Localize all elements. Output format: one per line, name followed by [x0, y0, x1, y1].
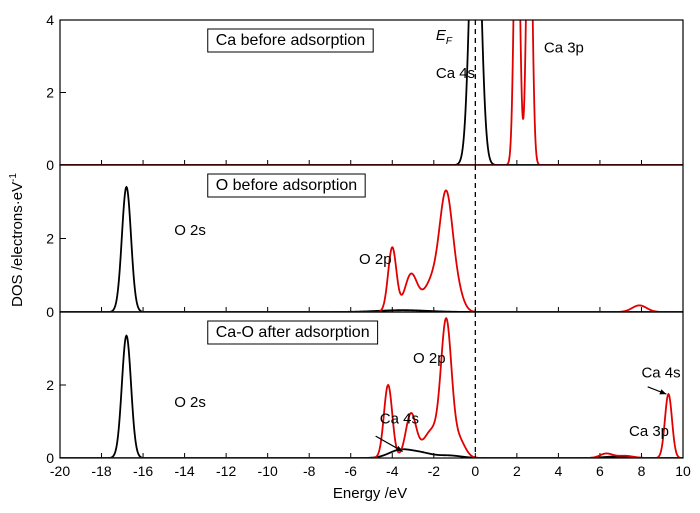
panel-title: O before adsorption: [216, 177, 357, 194]
peak-annotation: Ca 3p: [544, 40, 584, 57]
peak-annotation: O 2p: [413, 350, 446, 367]
y-axis-title-main: DOS /electrons·eV: [9, 182, 26, 307]
x-tick-label: -4: [386, 463, 399, 479]
peak-annotation: Ca 4s: [436, 65, 475, 82]
panel-1: 0 2 4 Ca before adsorption EF Ca 4s Ca 3p: [46, 12, 684, 173]
x-tick-label: -2: [428, 463, 441, 479]
x-tick-label: -18: [91, 463, 111, 479]
y-tick-label: 0: [46, 157, 54, 173]
x-axis-title: Energy /eV: [333, 485, 407, 502]
fermi-level-label: EF: [436, 27, 453, 47]
x-tick-label: -6: [345, 463, 358, 479]
x-tick-label: -14: [174, 463, 194, 479]
y-tick-label: 2: [46, 231, 54, 247]
x-tick-label: 0: [471, 463, 479, 479]
y-tick-label: 0: [46, 450, 54, 466]
fermi-label-subscript: F: [446, 36, 453, 47]
panel-curves: [60, 20, 683, 165]
y-tick-label: 4: [46, 12, 54, 28]
x-tick-label: 6: [596, 463, 604, 479]
peak-annotation: Ca 4s: [641, 365, 680, 382]
x-tick-label: 10: [675, 463, 691, 479]
dos-series-black: [60, 20, 683, 165]
panel-title-box: [207, 28, 374, 53]
fermi-label-main: E: [436, 27, 447, 44]
x-tick-label: -8: [303, 463, 316, 479]
panel-curves: [60, 185, 683, 312]
y-tick-label: 2: [46, 85, 54, 101]
x-tick-label: -20: [50, 463, 70, 479]
panel-title-box: [207, 173, 366, 198]
dos-series-black: [60, 185, 683, 312]
panel-title: Ca-O after adsorption: [216, 324, 370, 341]
y-tick-label: 0: [46, 304, 54, 320]
x-tick-label: 4: [555, 463, 563, 479]
peak-annotation: Ca 4s: [380, 410, 419, 427]
x-tick-label: -12: [216, 463, 236, 479]
y-axis-title: DOS /electrons·eV-1: [8, 173, 26, 307]
peak-annotation: O 2s: [174, 394, 206, 411]
panel-frame: [59, 164, 684, 313]
dos-panels: 0 2 4 Ca before adsorption EF Ca 4s Ca 3p 0 2 O b…: [46, 12, 684, 466]
panel-frame: [59, 311, 684, 459]
x-tick-label: -16: [133, 463, 153, 479]
peak-annotation: Ca 3p: [629, 423, 669, 440]
dos-series-black: [60, 334, 683, 458]
panel-3: 0 2 Ca-O after adsorption O 2s O 2p Ca 4s Ca 4…: [46, 311, 684, 466]
x-tick-label: 2: [513, 463, 521, 479]
panel-2: 0 2 O before adsorption O 2s O 2p: [46, 164, 684, 320]
y-tick-label: 2: [46, 377, 54, 393]
annotation-arrow-head: [659, 389, 667, 395]
x-tick-label: 8: [638, 463, 646, 479]
dos-series-red: [60, 20, 683, 165]
peak-annotation: O 2p: [359, 251, 392, 268]
panel-title: Ca before adsorption: [216, 32, 365, 49]
panel-title-box: [207, 320, 379, 345]
x-tick-label: -10: [258, 463, 278, 479]
y-axis-title-superscript: -1: [8, 173, 19, 182]
peak-annotation: O 2s: [174, 222, 206, 239]
x-axis-ticks: -20 -18 -16 -14 -12 -10 -8 -6 -4 -2 0 2 4 6 8 10: [50, 463, 691, 479]
annotation-arrow-head: [395, 445, 403, 452]
